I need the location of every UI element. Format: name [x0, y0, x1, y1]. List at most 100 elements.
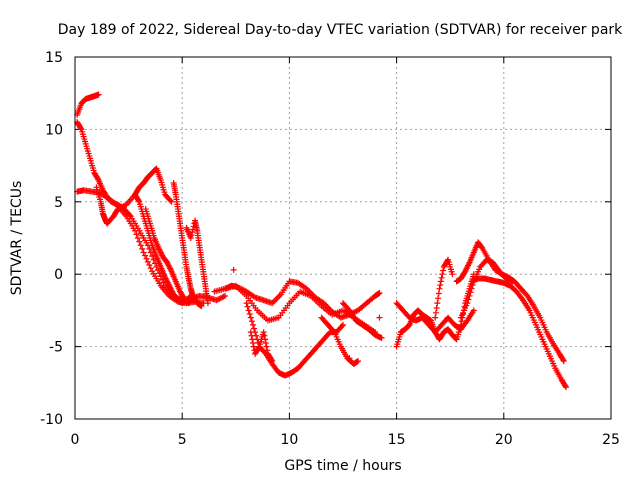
data-point — [247, 329, 254, 336]
data-point — [449, 271, 456, 278]
data-point — [274, 294, 281, 301]
data-point — [146, 262, 153, 269]
data-point — [77, 125, 84, 132]
data-point — [458, 318, 465, 325]
data-point — [134, 235, 141, 241]
chart-title: Day 189 of 2022, Sidereal Day-to-day VTE… — [58, 22, 623, 38]
data-point — [247, 314, 254, 321]
outlier-point — [346, 355, 353, 362]
data-point — [243, 300, 250, 307]
data-point — [249, 339, 256, 346]
data-point — [189, 229, 196, 236]
data-point — [264, 347, 271, 354]
data-point — [270, 298, 277, 305]
data-point — [248, 332, 255, 339]
data-point — [560, 356, 567, 363]
data-point — [147, 265, 154, 272]
data-point — [136, 238, 143, 245]
data-point — [467, 289, 474, 296]
y-tick-label: 15 — [45, 50, 63, 66]
data-point — [249, 336, 256, 343]
data-point — [432, 309, 439, 316]
data-point — [249, 321, 256, 328]
data-point — [433, 304, 440, 311]
x-tick-label: 0 — [71, 432, 80, 448]
data-point — [338, 323, 345, 330]
data-point — [330, 327, 337, 334]
data-point — [204, 300, 211, 307]
data-point — [440, 267, 447, 274]
data-point — [436, 285, 443, 292]
y-tick-label: -5 — [49, 340, 63, 356]
data-point — [198, 303, 205, 310]
x-tick-label: 15 — [388, 432, 406, 448]
data-point — [139, 245, 146, 252]
data-point — [143, 255, 150, 262]
data-point — [149, 253, 156, 260]
data-point — [142, 252, 149, 259]
y-axis-label: SDTVAR / TECUs — [9, 181, 25, 296]
plot-frame — [74, 56, 612, 420]
grid-lines — [75, 57, 611, 419]
y-tick-label: 5 — [54, 195, 63, 211]
data-point — [457, 321, 464, 328]
data-point — [465, 296, 472, 303]
data-point — [250, 343, 257, 350]
data-point — [437, 278, 444, 285]
data-point — [245, 307, 252, 314]
data-point — [468, 285, 475, 292]
data-point — [157, 273, 164, 280]
data-point — [262, 336, 269, 343]
y-tick-label: 0 — [54, 267, 63, 283]
data-point — [167, 197, 174, 204]
data-point — [137, 242, 144, 249]
data-point — [562, 382, 569, 389]
data-point — [263, 343, 270, 350]
outlier-point — [376, 314, 383, 321]
y-tick-label: 10 — [45, 122, 63, 138]
data-point — [255, 344, 262, 351]
data-point — [222, 292, 229, 299]
x-axis-label: GPS time / hours — [284, 458, 401, 474]
data-point — [469, 282, 476, 289]
data-point — [269, 300, 276, 307]
data-point — [376, 290, 383, 297]
data-point — [246, 311, 253, 318]
y-tick-label: -10 — [40, 412, 63, 428]
x-tick-label: 10 — [280, 432, 298, 448]
x-tick-label: 5 — [178, 432, 187, 448]
data-point — [133, 231, 140, 238]
data-point — [435, 290, 442, 297]
data-point — [144, 258, 151, 265]
data-point — [434, 300, 441, 307]
data-point — [262, 339, 269, 346]
data-point — [188, 232, 195, 239]
data-point — [269, 358, 276, 365]
data-point — [470, 307, 477, 314]
data-point — [509, 278, 516, 285]
data-point — [560, 358, 567, 365]
data-point — [466, 292, 473, 299]
data-point — [248, 318, 255, 325]
x-tick-labels: 0 5 10 15 20 25 — [71, 432, 620, 448]
data-point — [268, 356, 275, 363]
data-marks — [74, 91, 569, 391]
data-point — [187, 235, 194, 241]
data-point — [95, 91, 102, 98]
y-tick-labels: -10 -5 0 5 10 15 — [40, 50, 63, 428]
x-tick-label: 25 — [602, 432, 620, 448]
data-point — [276, 292, 283, 299]
data-point — [140, 249, 147, 256]
data-point — [168, 198, 175, 205]
data-point — [435, 295, 442, 302]
data-point — [135, 197, 142, 204]
data-point — [432, 314, 439, 321]
data-point — [261, 332, 268, 339]
outlier-point — [230, 266, 237, 273]
data-point — [260, 329, 267, 336]
data-point — [438, 274, 445, 281]
data-point — [439, 271, 446, 278]
data-point — [340, 321, 346, 328]
data-point — [273, 295, 280, 302]
